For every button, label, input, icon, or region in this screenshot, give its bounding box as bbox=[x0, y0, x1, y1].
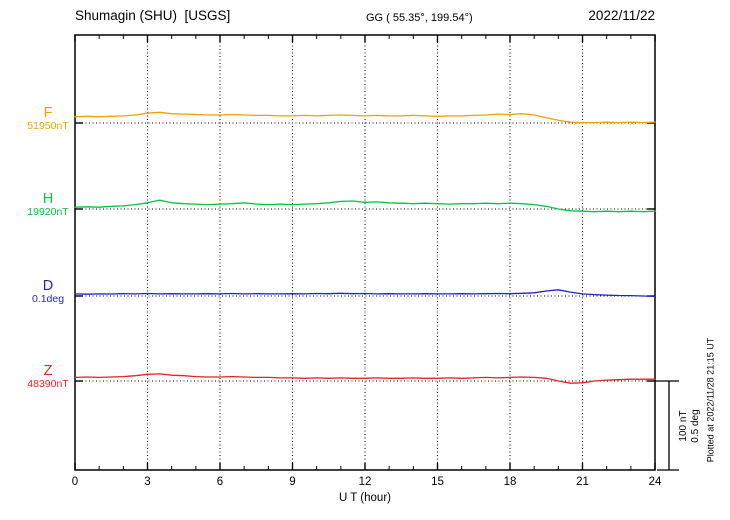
plot-frame bbox=[74, 34, 656, 471]
x-tick-label-15: 15 bbox=[431, 476, 444, 488]
x-tick-label-0: 0 bbox=[71, 476, 79, 488]
scale-value-nt: 100 nT bbox=[678, 410, 689, 442]
x-tick-label-3: 3 bbox=[144, 476, 151, 488]
component-letter-H: H bbox=[42, 191, 54, 207]
geographic-coordinates: GG ( 55.35°, 199.54°) bbox=[366, 12, 473, 24]
component-baseline-value-H: 19920nT bbox=[27, 206, 69, 218]
component-letter-Z: Z bbox=[43, 363, 53, 379]
observation-date: 2022/11/22 bbox=[588, 8, 655, 23]
component-letter-F: F bbox=[43, 105, 53, 121]
trace-H bbox=[74, 199, 656, 213]
x-tick-label-12: 12 bbox=[358, 476, 372, 488]
scale-value-deg: 0.5 deg bbox=[690, 409, 701, 443]
x-tick-label-18: 18 bbox=[503, 476, 517, 488]
component-baseline-value-Z: 48390nT bbox=[27, 378, 69, 390]
plotted-timestamp: Plotted at 2022/11/28 21:15 UT bbox=[705, 337, 716, 463]
trace-D bbox=[74, 289, 656, 298]
x-tick-label-24: 24 bbox=[648, 476, 662, 488]
x-axis-title: U T (hour) bbox=[339, 492, 391, 504]
station-title: Shumagin (SHU) [USGS] bbox=[75, 8, 231, 23]
x-tick-label-9: 9 bbox=[289, 476, 296, 488]
x-tick-label-21: 21 bbox=[576, 476, 589, 488]
component-baseline-value-D: 0.1deg bbox=[31, 293, 65, 305]
component-baseline-value-F: 51950nT bbox=[27, 120, 69, 132]
trace-Z bbox=[74, 373, 656, 384]
component-letter-D: D bbox=[42, 278, 54, 294]
x-tick-label-6: 6 bbox=[216, 476, 224, 488]
scale-bar-caption: 100 nT 0.5 deg bbox=[678, 400, 704, 452]
trace-F bbox=[74, 111, 656, 124]
